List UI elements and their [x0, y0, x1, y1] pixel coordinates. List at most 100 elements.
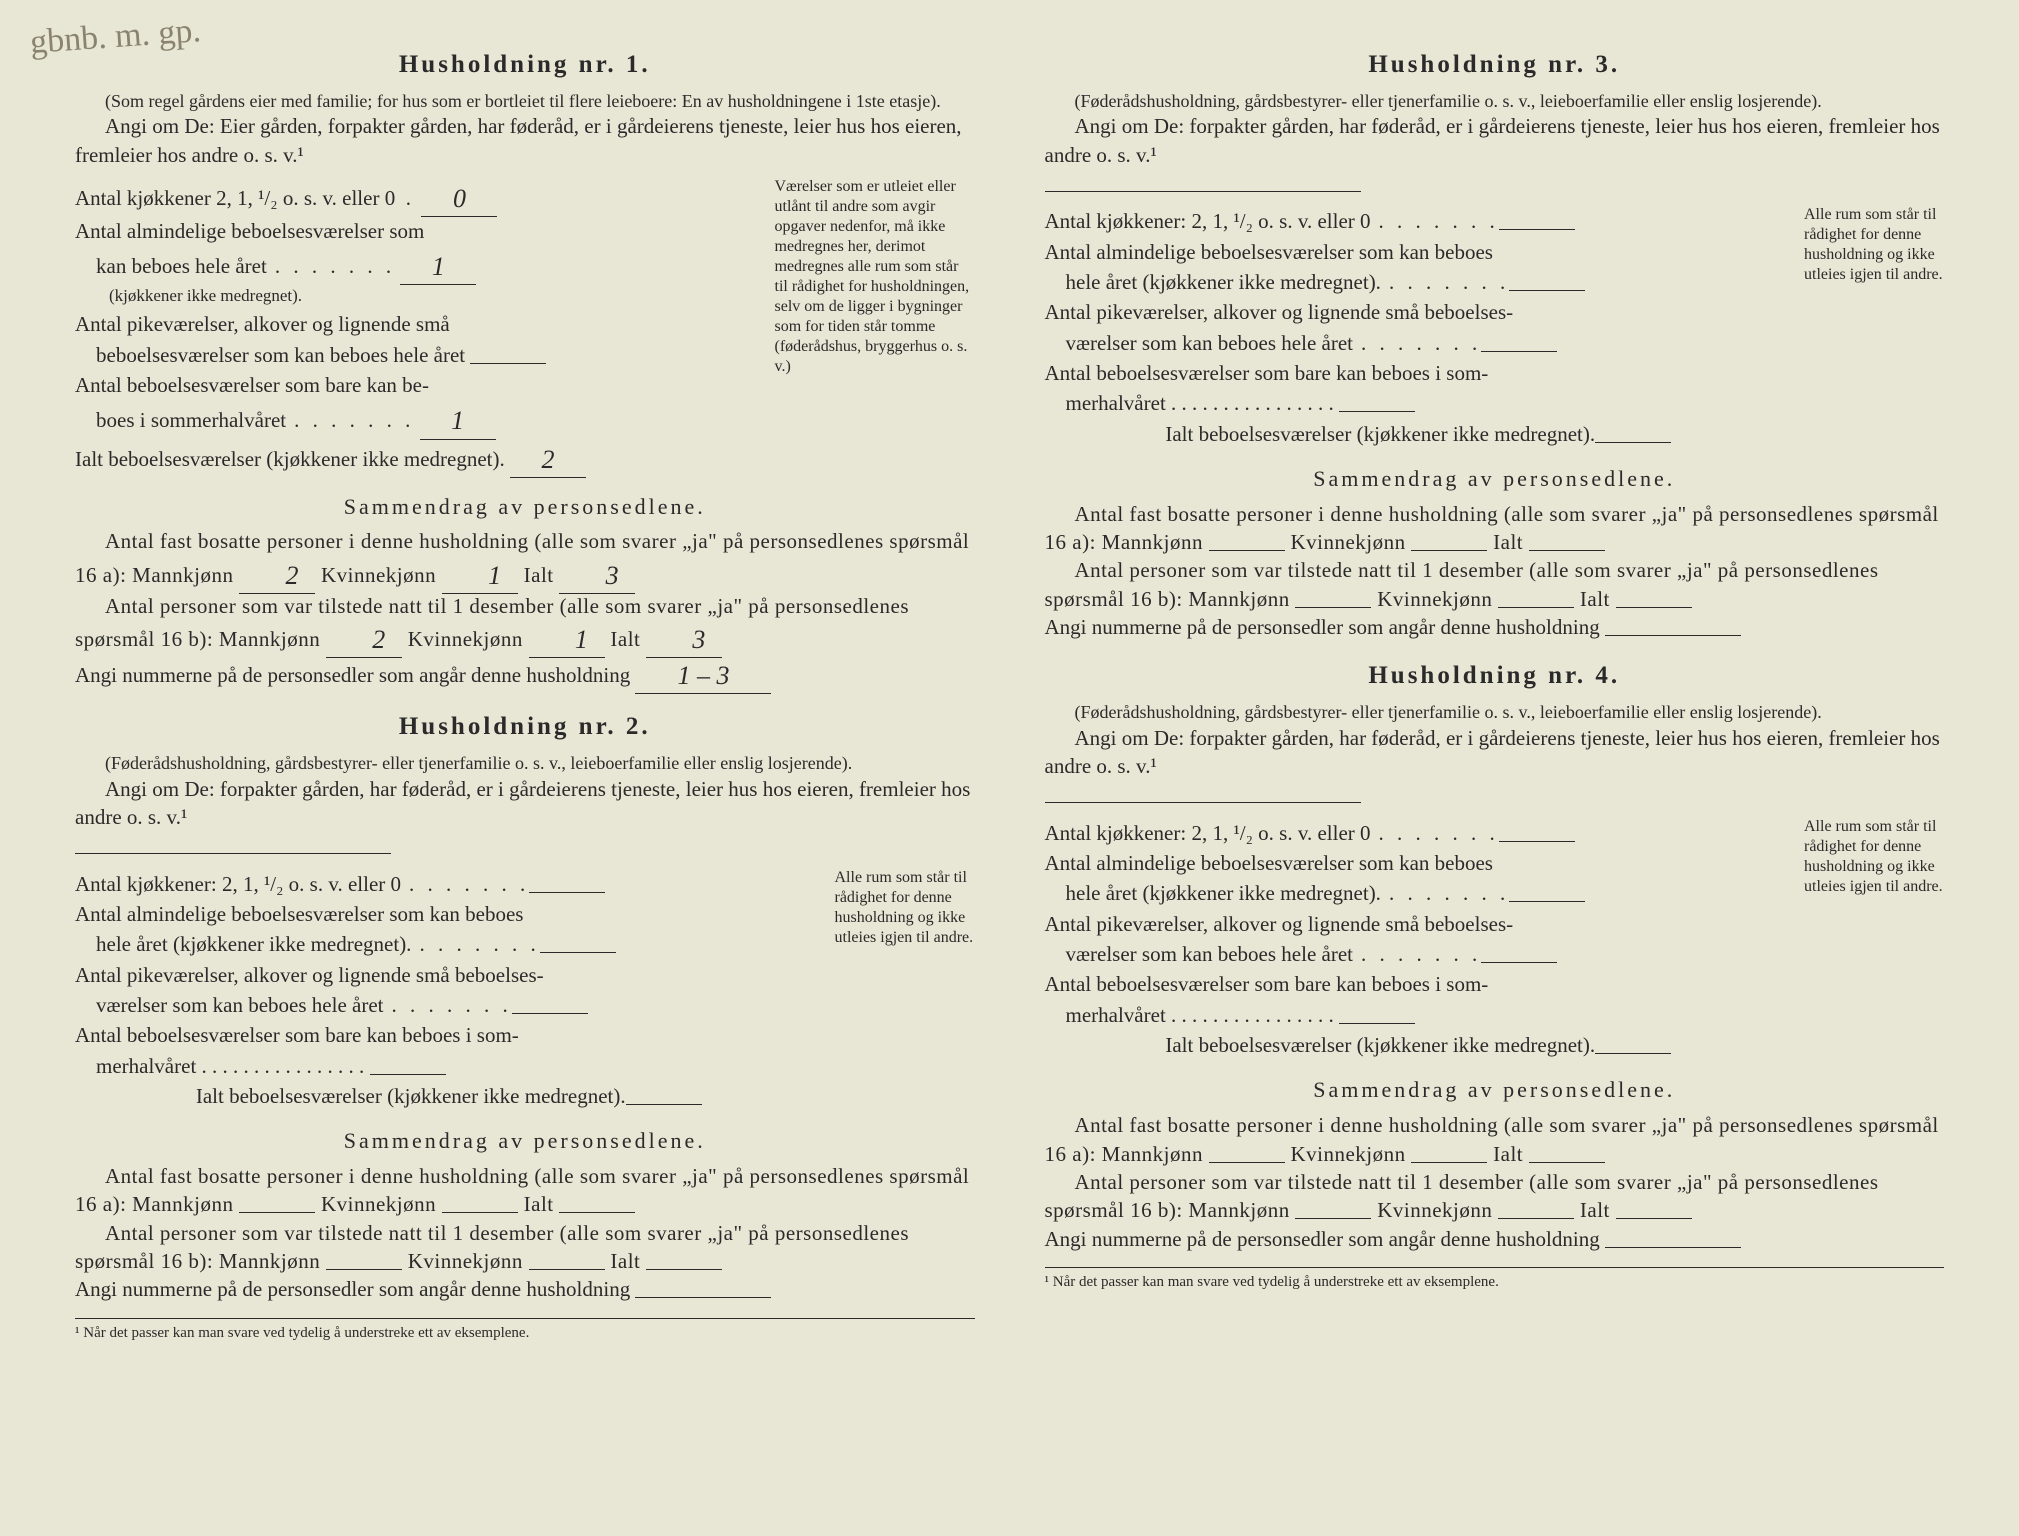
h1-som1: Antal beboelsesværelser som bare kan be- [75, 373, 429, 397]
brace-icon [1787, 205, 1805, 285]
h1-pike2: beboelsesværelser som kan beboes hele år… [96, 343, 465, 367]
h1-rooms-block: Antal kjøkkener 2, 1, ¹/₂ o. s. v. eller… [75, 177, 763, 478]
h1-kjokkener-label: Antal kjøkkener 2, 1, ¹/₂ o. s. v. eller… [75, 186, 395, 210]
h3-alm2: hele året (kjøkkener ikke medregnet). [1066, 270, 1510, 294]
h3-som-value [1339, 411, 1415, 412]
h2-sidenote-text: Alle rum som står til rådighet for denne… [835, 869, 974, 946]
h2-num-label: Angi nummerne på de personsedler som ang… [75, 1277, 630, 1301]
h2-sam-b: Antal personer som var tilstede natt til… [75, 1219, 975, 1276]
h3-sam-b: Antal personer som var tilstede natt til… [1045, 556, 1945, 613]
h4-sam-a-klabel: Kvinnekjønn [1290, 1142, 1405, 1166]
h1-sam-a-i: 3 [559, 558, 635, 594]
h2-rooms-block: Antal kjøkkener: 2, 1, ¹/₂ o. s. v. elle… [75, 868, 823, 1113]
h1-sam-a: Antal fast bosatte personer i denne hush… [75, 527, 975, 591]
h1-som-value: 1 [420, 403, 496, 439]
h2-sam-b-k [529, 1269, 605, 1270]
h3-sam-a-ilabel: Ialt [1493, 530, 1523, 554]
h2-sidenote: Alle rum som står til rådighet for denne… [823, 868, 975, 948]
h3-sam-a: Antal fast bosatte personer i denne hush… [1045, 500, 1945, 557]
h1-pike1: Antal pikeværelser, alkover og lignende … [75, 312, 450, 336]
h3-sidenote-text: Alle rum som står til rådighet for denne… [1804, 206, 1943, 283]
h3-num: Angi nummerne på de personsedler som ang… [1045, 613, 1945, 641]
h3-pike-value [1481, 351, 1557, 352]
h2-ialt-value [626, 1104, 702, 1105]
right-footnote: ¹ Når det passer kan man svare ved tydel… [1045, 1267, 1945, 1292]
h3-angi: Angi om De: forpakter gården, har føderå… [1045, 112, 1945, 169]
h4-sam-b-i [1616, 1218, 1692, 1219]
h1-sam-b-k: 1 [529, 622, 605, 658]
h3-sam-b-i [1616, 607, 1692, 608]
h2-sam-b-klabel: Kvinnekjønn [408, 1249, 523, 1273]
h2-num: Angi nummerne på de personsedler som ang… [75, 1275, 975, 1303]
h3-sam-a-i [1529, 550, 1605, 551]
h4-sam-a-ilabel: Ialt [1493, 1142, 1523, 1166]
h4-sam-b-m [1295, 1218, 1371, 1219]
h4-sidenote-text: Alle rum som står til rådighet for denne… [1804, 818, 1943, 895]
document-page: Husholdning nr. 1. (Som regel gårdens ei… [0, 0, 2019, 1536]
h2-alm2: hele året (kjøkkener ikke medregnet). [96, 932, 540, 956]
h3-kjokkener-label: Antal kjøkkener: 2, 1, ¹/₂ o. s. v. elle… [1045, 209, 1499, 233]
h3-sam-b-ilabel: Ialt [1580, 587, 1610, 611]
h2-sam-a-ilabel: Ialt [524, 1192, 554, 1216]
h3-sam-b-k [1498, 607, 1574, 608]
h3-title: Husholdning nr. 3. [1045, 48, 1945, 82]
h2-som2: merhalvåret [96, 1054, 196, 1078]
h1-alm-note: (kjøkkener ikke medregnet). [109, 286, 302, 305]
h3-ialt-label: Ialt beboelsesværelser (kjøkkener ikke m… [1165, 422, 1595, 446]
h4-kjokkener-value [1499, 841, 1575, 842]
h1-sam-b-m: 2 [326, 622, 402, 658]
h3-kjokkener-value [1499, 229, 1575, 230]
h3-som2: merhalvåret [1066, 391, 1166, 415]
h1-angi: Angi om De: Eier gården, forpakter gårde… [75, 112, 975, 169]
h2-ialt-label: Ialt beboelsesværelser (kjøkkener ikke m… [196, 1084, 626, 1108]
brace-icon [758, 177, 776, 377]
h2-sam-a-k [442, 1212, 518, 1213]
h1-sammendrag-title: Sammendrag av personsedlene. [75, 492, 975, 522]
h3-rooms-block: Antal kjøkkener: 2, 1, ¹/₂ o. s. v. elle… [1045, 205, 1793, 450]
h4-som2: merhalvåret [1066, 1003, 1166, 1027]
h2-sam-a: Antal fast bosatte personer i denne hush… [75, 1162, 975, 1219]
h4-alm1: Antal almindelige beboelsesværelser som … [1045, 851, 1493, 875]
h3-pike2: værelser som kan beboes hele året [1066, 331, 1482, 355]
h2-sam-b-i [646, 1269, 722, 1270]
h2-som1: Antal beboelsesværelser som bare kan beb… [75, 1023, 519, 1047]
h4-pike1: Antal pikeværelser, alkover og lignende … [1045, 912, 1514, 936]
h1-sam-b-i: 3 [646, 622, 722, 658]
h3-num-value [1605, 635, 1741, 636]
h3-sam-b-m [1295, 607, 1371, 608]
left-footnote: ¹ Når det passer kan man svare ved tydel… [75, 1318, 975, 1343]
h1-title: Husholdning nr. 1. [75, 48, 975, 82]
h1-ialt-label: Ialt beboelsesværelser (kjøkkener ikke m… [75, 447, 505, 471]
h4-som1: Antal beboelsesværelser som bare kan beb… [1045, 972, 1489, 996]
h4-sam-a-m [1209, 1162, 1285, 1163]
h3-intro: (Føderådshusholdning, gårdsbestyrer- ell… [1045, 90, 1945, 113]
h1-sam-a-m: 2 [239, 558, 315, 594]
h3-sam-b-klabel: Kvinnekjønn [1377, 587, 1492, 611]
h2-sam-a-klabel: Kvinnekjønn [321, 1192, 436, 1216]
h3-ialt-value [1595, 442, 1671, 443]
h4-num: Angi nummerne på de personsedler som ang… [1045, 1225, 1945, 1253]
h2-sam-a-text: Antal fast bosatte personer i denne hush… [75, 1164, 969, 1216]
h4-sam-b: Antal personer som var tilstede natt til… [1045, 1168, 1945, 1225]
h2-pike-value [512, 1013, 588, 1014]
h3-num-label: Angi nummerne på de personsedler som ang… [1045, 615, 1600, 639]
h2-som-value [370, 1074, 446, 1075]
h1-sam-b-ilabel: Ialt [610, 627, 640, 651]
h1-sam-a-klabel: Kvinnekjønn [321, 563, 436, 587]
h1-som2: boes i sommerhalvåret [96, 408, 414, 432]
h3-angi-blank [1045, 191, 1361, 192]
h1-pike-value [470, 363, 546, 364]
h1-num-label: Angi nummerne på de personsedler som ang… [75, 663, 630, 687]
h1-kjokkener-value: 0 [421, 181, 497, 217]
h2-angi-blank [75, 853, 391, 854]
h1-sidenote-text: Værelser som er utleiet eller utlånt til… [775, 178, 970, 375]
h1-sam-b: Antal personer som var tilstede natt til… [75, 592, 975, 656]
h4-sam-b-klabel: Kvinnekjønn [1377, 1198, 1492, 1222]
h3-sam-a-klabel: Kvinnekjønn [1290, 530, 1405, 554]
h1-num: Angi nummerne på de personsedler som ang… [75, 656, 975, 692]
h1-sam-a-k: 1 [442, 558, 518, 594]
h3-alm-value [1509, 290, 1585, 291]
h2-sam-b-ilabel: Ialt [610, 1249, 640, 1273]
brace-icon [1787, 817, 1805, 897]
h4-ialt-value [1595, 1053, 1671, 1054]
